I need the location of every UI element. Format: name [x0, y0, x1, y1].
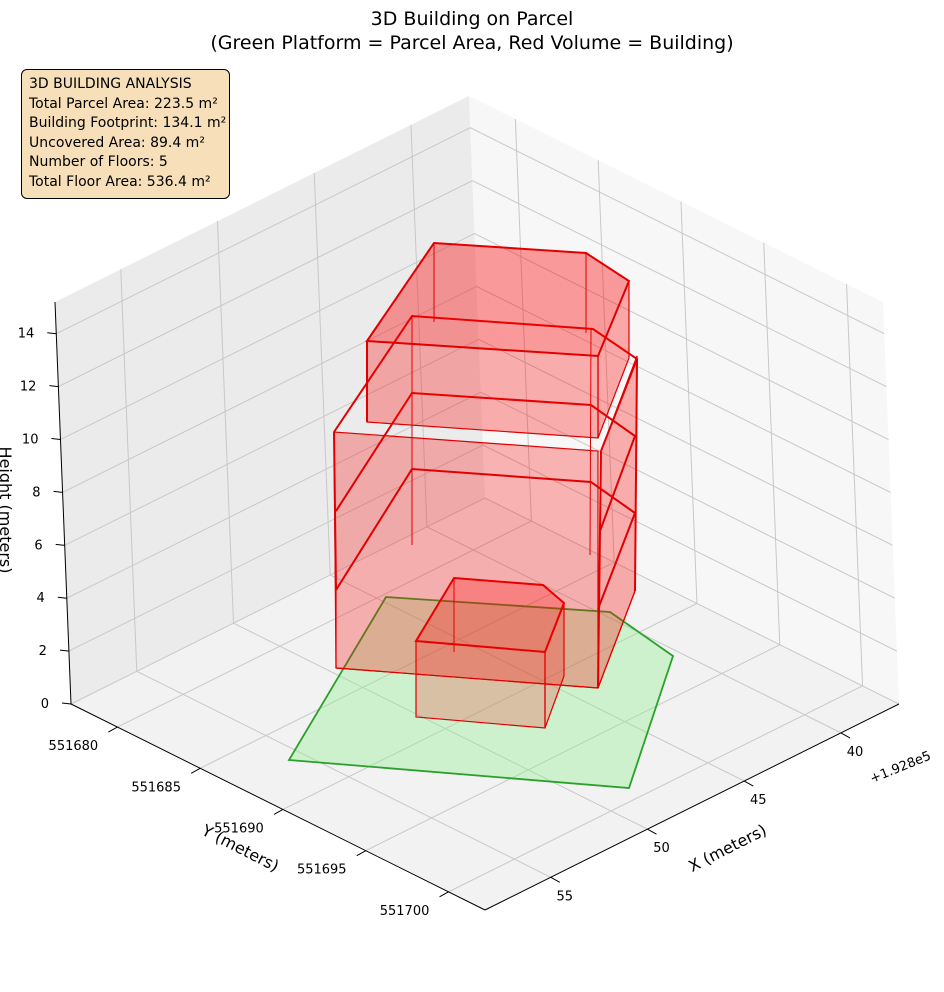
z-tick-label: 14 [18, 327, 35, 342]
y-tick-label: 551685 [131, 780, 181, 795]
z-tick-label: 12 [20, 380, 37, 395]
y-tick-mark [190, 767, 201, 774]
grid-line-z [62, 285, 891, 493]
x-tick-label: 40 [847, 745, 864, 760]
inner-edge [589, 328, 592, 556]
info-uncovered-area: Uncovered Area: 89.4 m² [29, 134, 205, 151]
x-axis-line [484, 703, 900, 911]
y-tick-label: 551680 [49, 739, 99, 754]
parcel-polygon [287, 596, 675, 789]
x-axis-label: X (meters) [685, 820, 769, 876]
z-tick-mark [53, 490, 63, 493]
info-total-floor-area: Total Floor Area: 536.4 m² [29, 173, 211, 190]
grid-line-z [64, 338, 893, 546]
z-tick-label: 10 [22, 433, 39, 448]
x-tick-label: 45 [750, 793, 767, 808]
z-tick-mark [51, 438, 61, 441]
grid-line-z [58, 180, 887, 388]
floor-outline [335, 467, 637, 610]
x-tick-label: 55 [557, 889, 574, 904]
roof [365, 241, 631, 358]
z-tick-mark [59, 649, 69, 652]
z-tick-mark [49, 385, 59, 388]
z-axis-label: Height (meters) [0, 447, 15, 574]
y-tick-label: 551690 [214, 821, 264, 836]
y-tick-mark [273, 809, 284, 815]
axis-lines [54, 301, 900, 911]
z-tick-label: 4 [37, 591, 45, 606]
chart-title-line-2: (Green Platform = Parcel Area, Red Volum… [210, 32, 733, 54]
grid-lines [56, 119, 900, 893]
info-heading: 3D BUILDING ANALYSIS [29, 76, 192, 92]
z-tick-mark [61, 702, 72, 705]
grid-line-z [60, 232, 889, 440]
right-edge [634, 358, 638, 592]
z-tick-label: 2 [39, 644, 47, 659]
y-tick-mark [356, 850, 367, 857]
y-tick-mark [439, 891, 449, 898]
left-edge [333, 431, 337, 591]
z-tick-mark [47, 332, 57, 335]
chart-title-line-1: 3D Building on Parcel [371, 8, 574, 30]
base-outline [335, 590, 636, 689]
x-tick-mark [647, 828, 657, 835]
left-back-pane [55, 96, 485, 704]
analysis-info-box: 3D BUILDING ANALYSIS Total Parcel Area: … [21, 69, 230, 199]
grid-line-z [66, 391, 896, 599]
top-front-wall [366, 340, 599, 439]
grid-line-z [68, 444, 898, 652]
info-number-of-floors: Number of Floors: 5 [29, 154, 168, 171]
main-building [333, 314, 639, 689]
grid-line-z [70, 497, 900, 705]
grid-line-z [56, 127, 885, 335]
front-right-edge [597, 450, 602, 689]
building-geometry [287, 241, 675, 789]
floor-outline [333, 314, 639, 452]
y-tick-label: 551700 [380, 904, 430, 919]
z-tick-label: 8 [32, 485, 40, 500]
info-building-footprint: Building Footprint: 134.1 m² [29, 115, 227, 132]
y-tick-label: 551695 [297, 863, 347, 878]
x-tick-label: 50 [653, 841, 670, 856]
x-tick-mark [550, 876, 561, 883]
right-back-pane [469, 96, 899, 704]
front-wall [333, 431, 599, 689]
x-tick-mark [840, 732, 851, 739]
z-tick-mark [57, 596, 67, 599]
block-top [414, 576, 566, 654]
z-tick-mark [55, 543, 65, 546]
info-total-parcel-area: Total Parcel Area: 223.5 m² [29, 95, 218, 112]
top-floor [365, 241, 631, 439]
x-tick-mark [743, 780, 754, 787]
z-axis-line [54, 301, 72, 705]
ground-floor-block [414, 576, 566, 729]
x-offset-label: +1.928e5 [868, 749, 933, 787]
z-tick-label: 0 [41, 697, 49, 712]
y-axis-line [70, 703, 486, 911]
y-tick-mark [108, 726, 118, 733]
z-tick-label: 6 [34, 538, 42, 553]
